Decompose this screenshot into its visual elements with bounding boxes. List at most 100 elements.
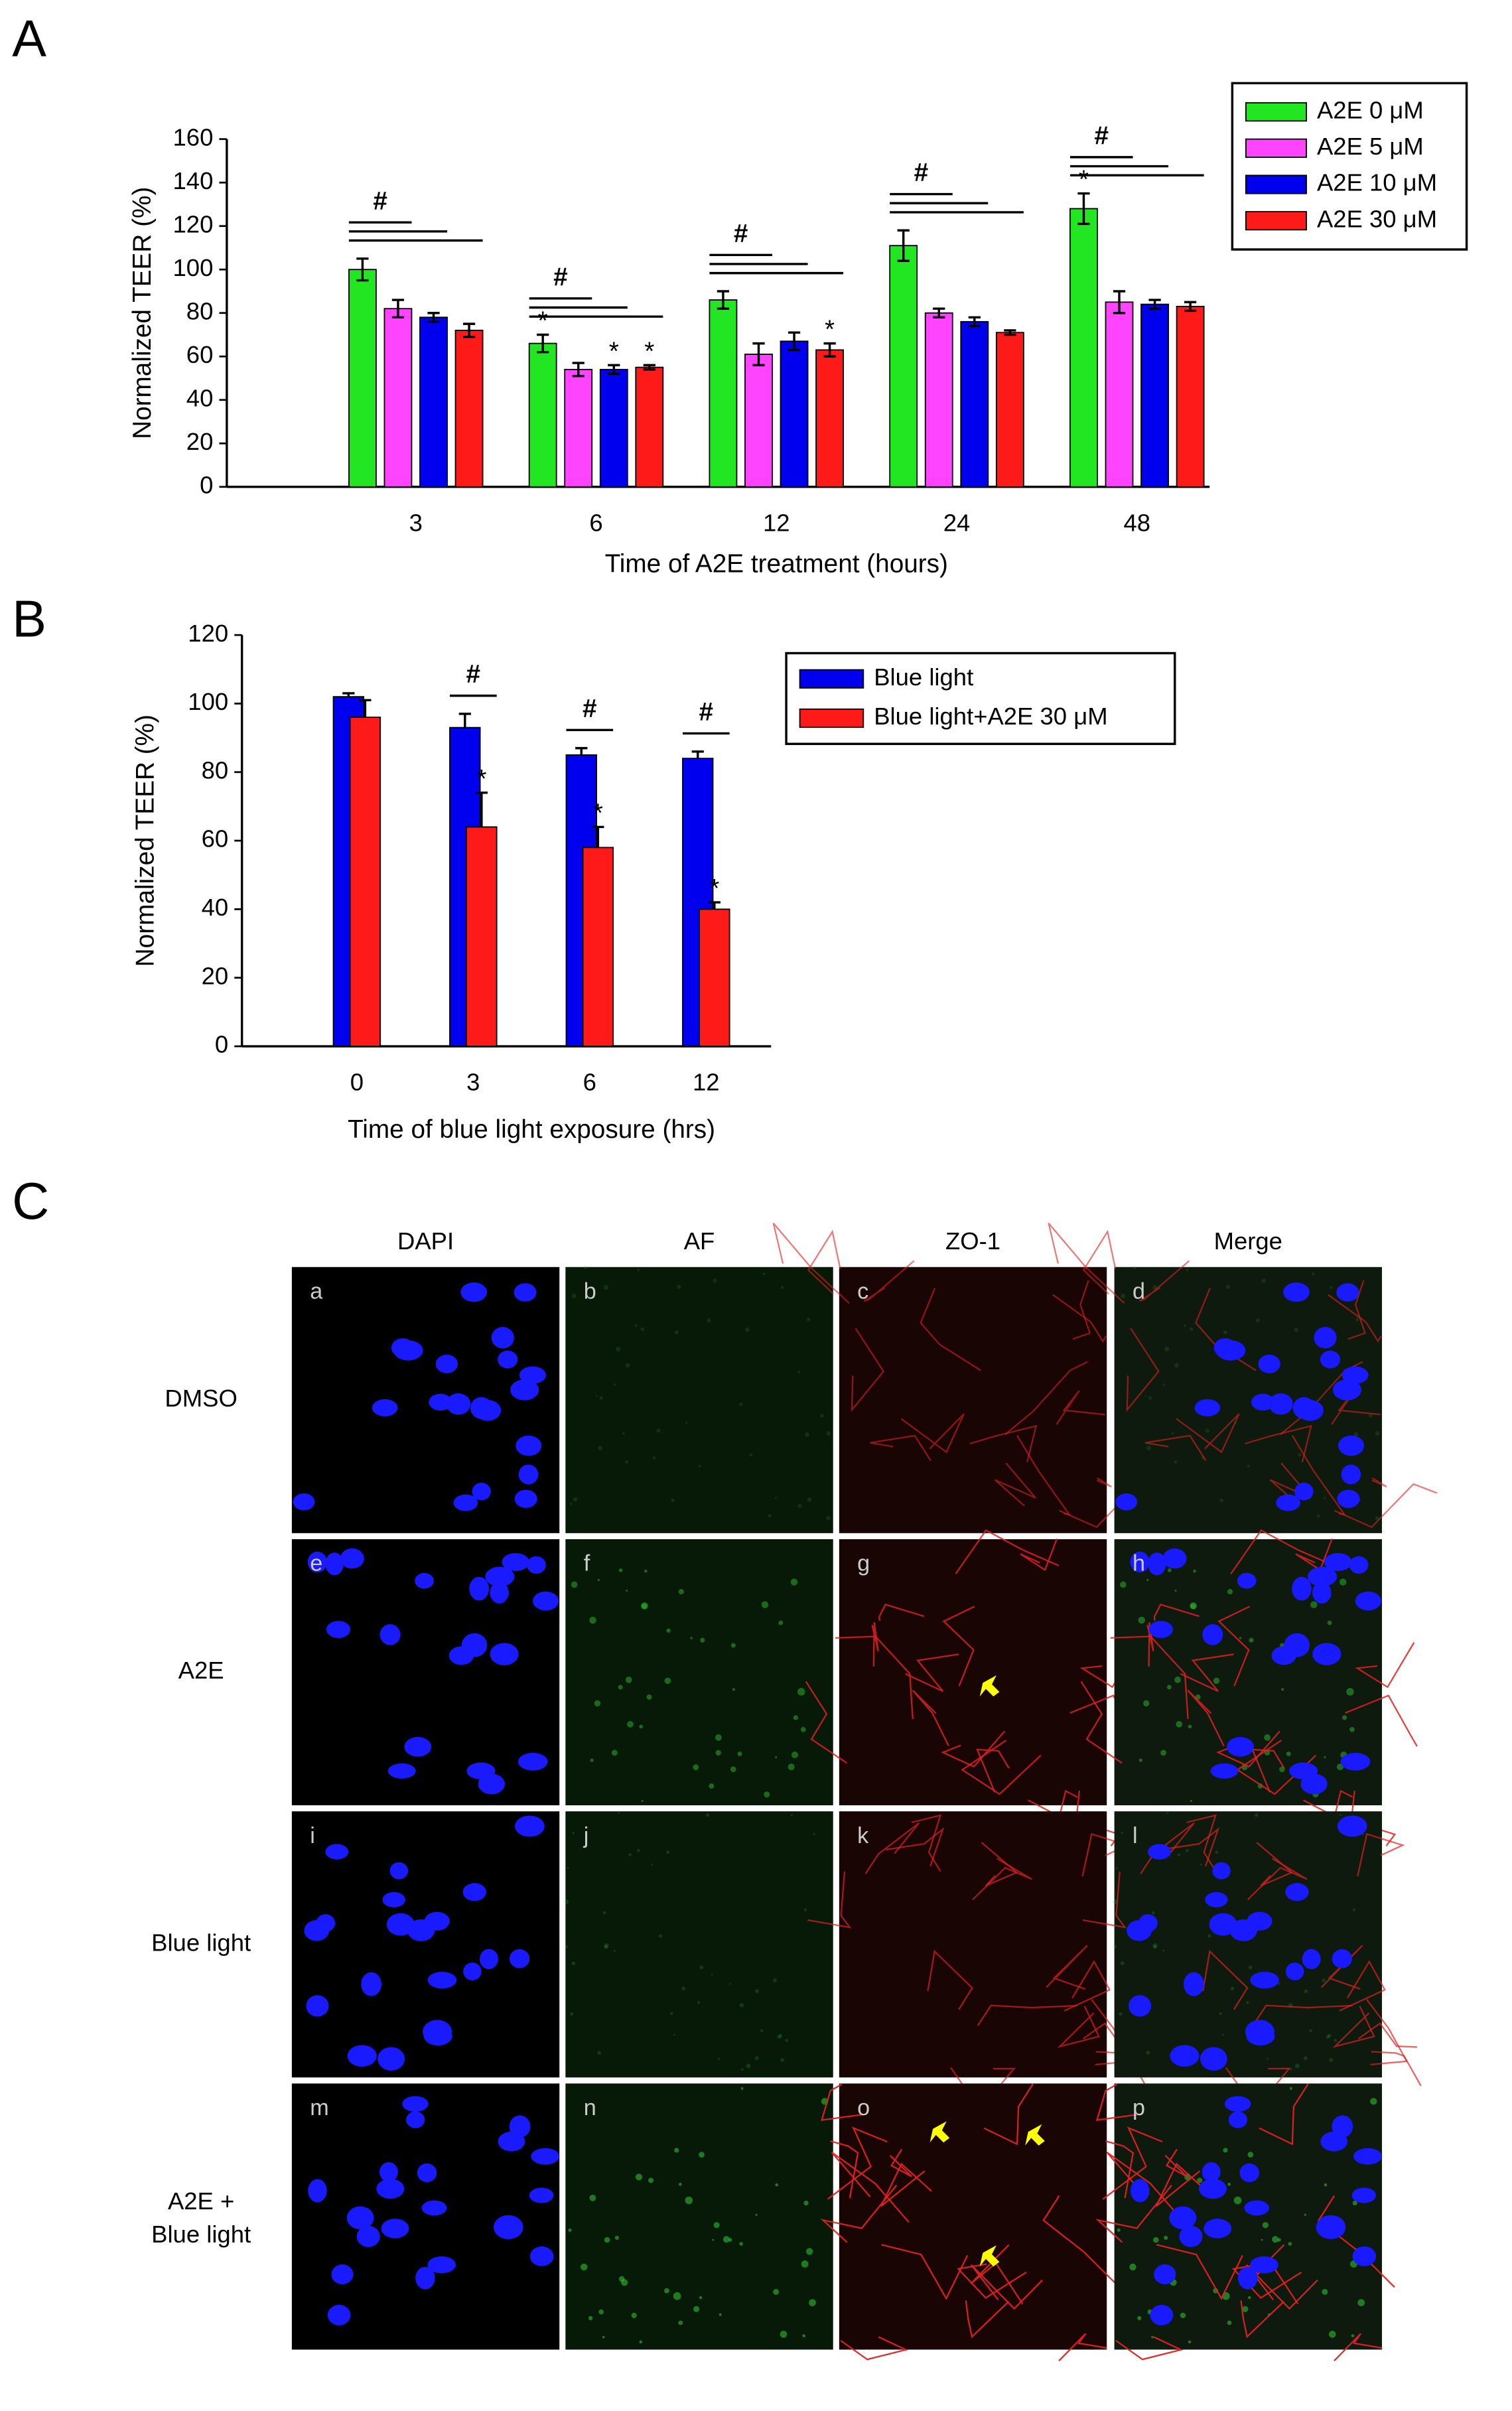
af-signal: [1215, 1850, 1219, 1854]
af-signal: [1222, 2033, 1225, 2036]
af-signal: [1288, 2242, 1292, 2246]
af-signal: [700, 1637, 705, 1643]
bar: [349, 717, 381, 1047]
y-tick-label: 120: [188, 620, 228, 647]
af-signal: [1189, 1327, 1194, 1332]
error-bar: [537, 333, 549, 354]
row-label: DMSO: [165, 1385, 237, 1412]
comparison-label: #: [1094, 121, 1109, 150]
af-signal: [1329, 2057, 1334, 2062]
af-signal: [685, 1422, 688, 1424]
af-signal: [670, 2012, 673, 2016]
comparison-label: #: [583, 695, 597, 723]
af-signal: [1247, 2152, 1254, 2158]
af-signal: [715, 1750, 721, 1756]
af-signal: [1290, 2068, 1292, 2071]
bar: [599, 369, 628, 488]
nucleus: [1115, 1493, 1138, 1511]
zo1-signal: [1105, 2140, 1134, 2199]
error-bar: [752, 342, 765, 367]
af-signal: [707, 1318, 711, 1323]
af-signal: [625, 1677, 632, 1683]
af-signal: [699, 1965, 704, 1970]
nucleus: [427, 2256, 456, 2274]
af-signal: [597, 1578, 600, 1581]
af-signal: [780, 2057, 785, 2062]
af-signal: [699, 2296, 703, 2300]
nucleus: [531, 2148, 560, 2165]
nucleus: [1271, 1646, 1296, 1665]
af-signal: [804, 1432, 809, 1437]
nucleus: [462, 1883, 486, 1901]
nucleus: [1285, 1963, 1304, 1980]
row-label: A2E +: [168, 2187, 234, 2215]
af-signal: [673, 2292, 681, 2300]
y-tick-label: 0: [200, 471, 213, 498]
zo1-signal: [994, 1462, 1036, 1507]
af-signal: [1255, 1318, 1260, 1323]
nucleus: [1154, 2264, 1176, 2285]
zo1-signal: [1332, 2006, 1375, 2048]
column-header: ZO-1: [945, 1227, 1000, 1255]
nucleus: [479, 1949, 498, 1969]
af-signal: [773, 2288, 780, 2295]
af-signal: [1188, 1724, 1192, 1729]
nucleus: [485, 1566, 515, 1587]
af-signal: [1183, 1324, 1186, 1327]
tile-label: g: [857, 1551, 870, 1576]
significance-star: *: [609, 337, 619, 366]
af-signal: [1230, 1986, 1235, 1991]
zo1-signal: [1217, 1606, 1251, 1687]
af-signal: [1351, 2334, 1355, 2337]
arrow: [979, 1675, 1000, 1696]
zo1-signal: [1004, 1361, 1088, 1436]
af-signal: [602, 2335, 605, 2339]
nucleus: [378, 2047, 405, 2071]
zo1-signal: [1247, 1858, 1308, 1901]
bar: [454, 330, 484, 488]
af-signal: [717, 2057, 720, 2060]
af-signal: [644, 1569, 648, 1573]
micrograph: i: [291, 1811, 560, 2078]
y-tick-label: 160: [173, 123, 214, 151]
nucleus: [1336, 1283, 1359, 1302]
af-signal: [588, 2315, 593, 2321]
nucleus: [415, 2266, 435, 2290]
af-signal: [1369, 1413, 1373, 1418]
af-signal: [729, 1982, 732, 1985]
y-axis-label: Normalized TEER (%): [131, 715, 159, 967]
af-signal: [573, 1497, 578, 1502]
af-signal: [625, 1363, 630, 1368]
af-signal: [1213, 1677, 1220, 1685]
af-signal: [1322, 2288, 1328, 2295]
nucleus: [1352, 2246, 1377, 2266]
zo1-signal: [1110, 1635, 1189, 1720]
nucleus: [389, 1862, 409, 1880]
nucleus: [421, 2200, 447, 2216]
af-signal: [1160, 1750, 1167, 1756]
zo1-signal: [1345, 1694, 1418, 1747]
zo1-signal: [1187, 1689, 1225, 1746]
af-signal: [764, 1791, 770, 1798]
af-signal: [652, 1456, 656, 1460]
error-bar: [356, 257, 369, 282]
nucleus: [1353, 2148, 1382, 2165]
af-signal: [1294, 2063, 1300, 2069]
bar: [744, 354, 773, 488]
nucleus: [1169, 2206, 1197, 2230]
af-signal: [749, 1453, 753, 1457]
legend-swatch: [1245, 102, 1307, 122]
panel-label: A: [12, 10, 46, 67]
bar: [564, 369, 593, 488]
zo1-signal: [1202, 1949, 1249, 2010]
nucleus: [308, 2179, 327, 2203]
nucleus: [1237, 2266, 1258, 2290]
nucleus: [331, 2264, 354, 2285]
zo1-signal: [1291, 1435, 1347, 1516]
bar: [699, 908, 730, 1047]
zo1-signal: [1186, 1814, 1217, 1872]
af-signal: [1225, 1284, 1230, 1289]
af-signal: [646, 1694, 652, 1700]
af-signal: [1113, 1899, 1118, 1904]
af-signal: [1148, 1396, 1152, 1400]
